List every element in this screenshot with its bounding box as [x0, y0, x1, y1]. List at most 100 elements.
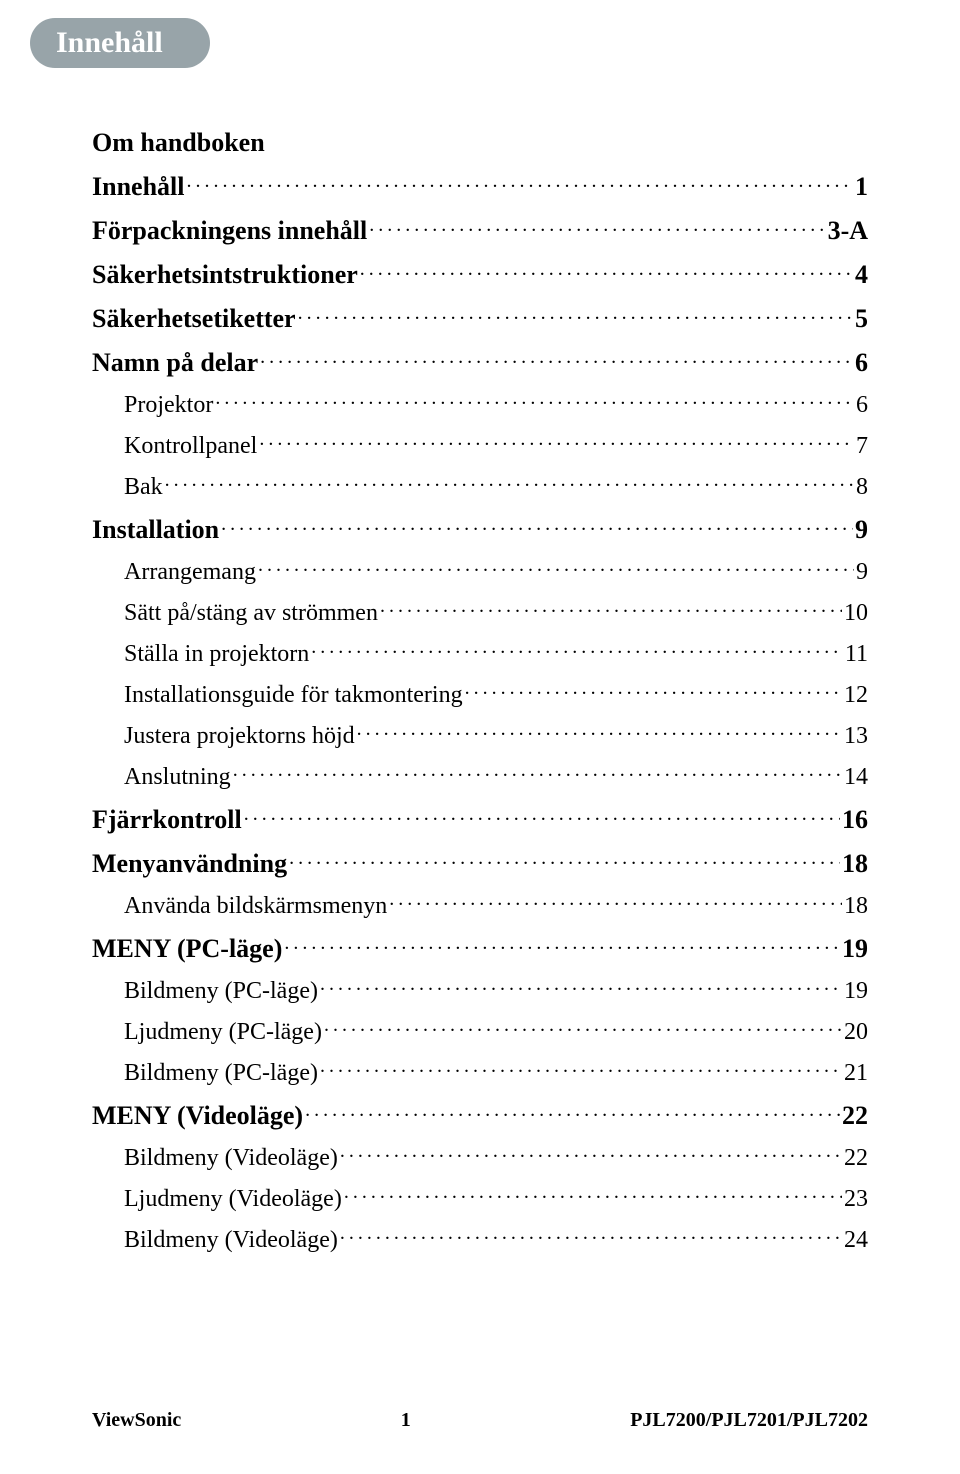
toc-entry: Säkerhetsetiketter 5 — [92, 304, 868, 334]
toc-entry: Bildmeny (PC-läge)19 — [124, 978, 868, 1005]
toc-leader-dots — [465, 686, 842, 702]
toc-leader-dots — [215, 396, 854, 412]
toc-leader-dots — [221, 522, 853, 538]
toc-entry: Installation9 — [92, 515, 868, 545]
toc-page-number: 23 — [844, 1186, 868, 1213]
toc-page-number: 11 — [845, 641, 868, 668]
toc-label: Installation — [92, 515, 219, 545]
toc-entry: Installationsguide för takmontering 12 — [124, 682, 868, 709]
toc-label: MENY (Videoläge) — [92, 1101, 303, 1131]
toc-leader-dots — [165, 478, 854, 494]
toc-label: Justera projektorns höjd — [124, 723, 355, 750]
toc-label: Installationsguide för takmontering — [124, 682, 463, 709]
toc-label: Kontrollpanel — [124, 433, 257, 460]
toc-page-number: 14 — [844, 764, 868, 791]
toc-entry: Bildmeny (PC-läge)21 — [124, 1060, 868, 1087]
toc-leader-dots — [289, 856, 840, 872]
toc-leader-dots — [389, 897, 842, 913]
toc-entry: Bildmeny (Videoläge) 22 — [124, 1145, 868, 1172]
toc-page-number: 9 — [856, 559, 868, 586]
toc-entry: Justera projektorns höjd13 — [124, 723, 868, 750]
toc-page-number: 18 — [842, 849, 868, 879]
toc-entry: Kontrollpanel 7 — [124, 433, 868, 460]
toc-page-number: 12 — [844, 682, 868, 709]
toc-leader-dots — [244, 812, 840, 828]
toc-leader-dots — [340, 1149, 842, 1165]
toc-page-number: 5 — [855, 304, 868, 334]
toc-label: Bildmeny (Videoläge) — [124, 1227, 338, 1254]
toc-leader-dots — [320, 982, 842, 998]
toc-leader-dots — [340, 1231, 842, 1247]
toc-entry: Anslutning 14 — [124, 764, 868, 791]
toc-leader-dots — [187, 179, 854, 195]
toc-page-number: 20 — [844, 1019, 868, 1046]
toc-page-number: 10 — [844, 600, 868, 627]
toc-entry: Ljudmeny (PC-läge) 20 — [124, 1019, 868, 1046]
toc-page-number: 19 — [842, 934, 868, 964]
toc-label: Ljudmeny (Videoläge) — [124, 1186, 342, 1213]
toc-entry: Namn på delar 6 — [92, 348, 868, 378]
toc-leader-dots — [298, 311, 853, 327]
toc-entry: Om handboken — [92, 128, 868, 158]
toc-page-number: 22 — [844, 1145, 868, 1172]
toc-leader-dots — [233, 768, 842, 784]
toc-label: Använda bildskärmsmenyn — [124, 893, 387, 920]
footer-right: PJL7200/PJL7201/PJL7202 — [630, 1409, 868, 1432]
toc-page-number: 18 — [844, 893, 868, 920]
toc-page-number: 8 — [856, 474, 868, 501]
toc-entry: Bildmeny (Videoläge)24 — [124, 1227, 868, 1254]
toc-content: Om handboken Innehåll 1 Förpackningens inne… — [0, 68, 960, 1254]
toc-leader-dots — [284, 941, 840, 957]
toc-entry: Sätt på/stäng av strömmen 10 — [124, 600, 868, 627]
toc-leader-dots — [260, 355, 853, 371]
toc-label: Projektor — [124, 392, 213, 419]
toc-entry: MENY (Videoläge) 22 — [92, 1101, 868, 1131]
title-banner: Innehåll — [30, 18, 210, 68]
toc-entry: Projektor 6 — [124, 392, 868, 419]
toc-leader-dots — [344, 1190, 842, 1206]
toc-label: Ljudmeny (PC-läge) — [124, 1019, 322, 1046]
toc-entry: Bak 8 — [124, 474, 868, 501]
toc-label: Säkerhetsintstruktioner — [92, 260, 358, 290]
toc-label: Arrangemang — [124, 559, 256, 586]
toc-page-number: 6 — [856, 392, 868, 419]
toc-label: Förpackningens innehåll — [92, 216, 367, 246]
toc-label: Innehåll — [92, 172, 185, 202]
page: Innehåll Om handboken Innehåll 1 Förpacknin… — [0, 0, 960, 1474]
toc-label: Säkerhetsetiketter — [92, 304, 296, 334]
footer-page-number: 1 — [401, 1409, 411, 1432]
toc-page-number: 4 — [855, 260, 868, 290]
toc-page-number: 7 — [856, 433, 868, 460]
toc-label: Bak — [124, 474, 163, 501]
toc-page-number: 6 — [855, 348, 868, 378]
toc-entry: Menyanvändning18 — [92, 849, 868, 879]
toc-label: Sätt på/stäng av strömmen — [124, 600, 378, 627]
toc-page-number: 1 — [855, 172, 868, 202]
toc-entry: Arrangemang 9 — [124, 559, 868, 586]
toc-page-number: 22 — [842, 1101, 868, 1131]
toc-leader-dots — [258, 563, 854, 579]
toc-leader-dots — [259, 437, 854, 453]
toc-entry: Ljudmeny (Videoläge) 23 — [124, 1186, 868, 1213]
toc-entry: Innehåll 1 — [92, 172, 868, 202]
toc-entry: Ställa in projektorn11 — [124, 641, 868, 668]
toc-leader-dots — [357, 727, 842, 743]
toc-entry: MENY (PC-läge) 19 — [92, 934, 868, 964]
toc-leader-dots — [360, 267, 853, 283]
toc-label: Namn på delar — [92, 348, 258, 378]
toc-label: Anslutning — [124, 764, 231, 791]
toc-entry: Använda bildskärmsmenyn 18 — [124, 893, 868, 920]
toc-page-number: 16 — [842, 805, 868, 835]
toc-entry: Förpackningens innehåll3-A — [92, 216, 868, 246]
toc-entry: Fjärrkontroll16 — [92, 805, 868, 835]
toc-label: Bildmeny (Videoläge) — [124, 1145, 338, 1172]
banner-title: Innehåll — [56, 26, 163, 59]
toc-label: Om handboken — [92, 128, 265, 158]
footer-left: ViewSonic — [92, 1409, 181, 1432]
toc-page-number: 19 — [844, 978, 868, 1005]
toc-entry: Säkerhetsintstruktioner 4 — [92, 260, 868, 290]
toc-label: MENY (PC-läge) — [92, 934, 282, 964]
toc-leader-dots — [320, 1064, 842, 1080]
toc-leader-dots — [369, 223, 825, 239]
toc-leader-dots — [324, 1023, 842, 1039]
